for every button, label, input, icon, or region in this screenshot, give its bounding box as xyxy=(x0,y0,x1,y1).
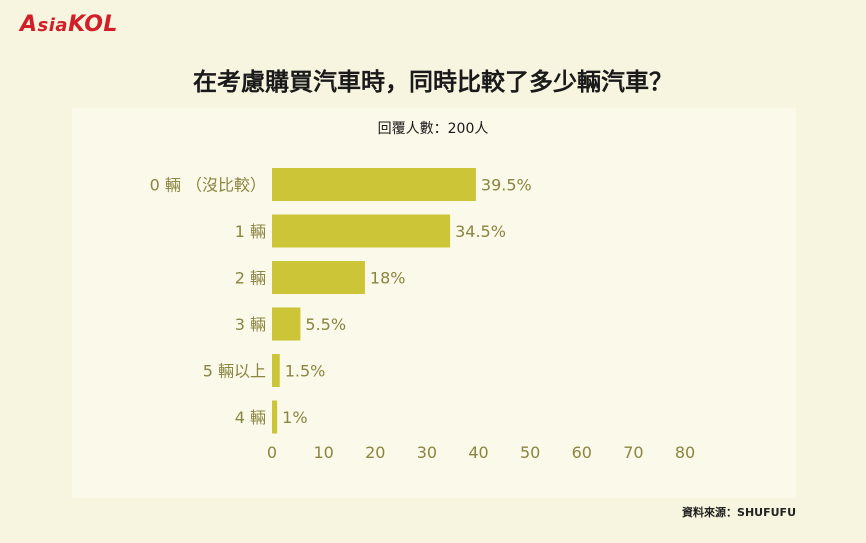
x-tick-label: 70 xyxy=(623,443,643,462)
category-label: 3 輛 xyxy=(235,315,266,334)
bar xyxy=(272,261,365,294)
x-tick-label: 80 xyxy=(675,443,695,462)
value-label: 39.5% xyxy=(481,176,532,195)
x-tick-label: 40 xyxy=(468,443,488,462)
value-label: 34.5% xyxy=(455,222,506,241)
category-label: 5 輛以上 xyxy=(203,362,266,381)
bar xyxy=(272,400,278,434)
category-label: 0 輛 （沒比較） xyxy=(150,176,266,195)
bar xyxy=(272,214,451,248)
category-label: 2 輛 xyxy=(235,269,266,288)
category-label: 4 輛 xyxy=(235,408,266,427)
x-tick-label: 0 xyxy=(267,443,277,462)
bar xyxy=(272,307,301,341)
x-tick-label: 30 xyxy=(417,443,437,462)
x-tick-label: 50 xyxy=(520,443,540,462)
value-label: 5.5% xyxy=(305,315,346,334)
x-tick-label: 20 xyxy=(365,443,385,462)
chart-title: 在考慮購買汽車時，同時比較了多少輛汽車？ xyxy=(193,68,673,96)
source-note: 資料來源：SHUFUFU xyxy=(682,506,796,519)
bar xyxy=(272,354,280,387)
category-label: 1 輛 xyxy=(235,222,266,241)
value-label: 18% xyxy=(370,269,406,288)
asiakol-logo: AsiaKOL xyxy=(20,12,118,37)
x-tick-label: 10 xyxy=(313,443,333,462)
value-label: 1.5% xyxy=(285,362,326,381)
bar xyxy=(272,168,476,201)
value-label: 1% xyxy=(282,408,307,427)
x-tick-label: 60 xyxy=(572,443,592,462)
chart-subtitle: 回覆人數：200人 xyxy=(377,121,489,137)
